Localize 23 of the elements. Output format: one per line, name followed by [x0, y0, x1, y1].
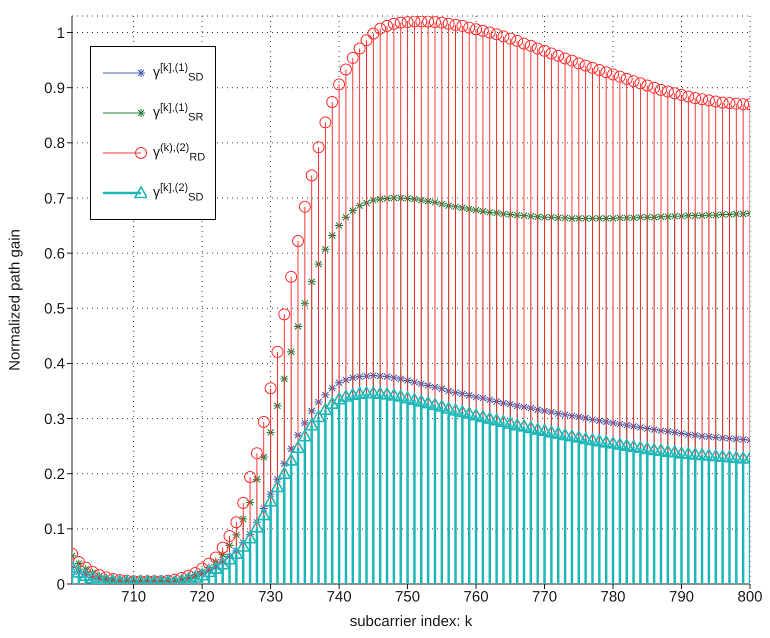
- x-tick-label: 780: [600, 588, 626, 606]
- y-tick-label: 1: [56, 24, 65, 42]
- x-axis-title: subcarrier index: k: [350, 613, 473, 630]
- y-tick-label: 0.8: [44, 135, 65, 152]
- y-tick-label: 0.7: [44, 190, 65, 208]
- y-tick-label: 0.9: [44, 80, 65, 98]
- y-tick-label: 0.3: [44, 410, 65, 428]
- y-tick-label: 0: [56, 576, 65, 594]
- y-tick-label: 0.1: [44, 521, 65, 538]
- y-tick-label: 0.4: [44, 356, 65, 373]
- x-tick-label: 710: [121, 588, 146, 606]
- y-tick-label: 0.2: [44, 466, 65, 484]
- x-tick-label: 790: [669, 588, 694, 606]
- x-tick-label: 760: [464, 588, 489, 606]
- x-tick-label: 770: [532, 588, 558, 606]
- y-axis-title: Normalized path gain: [6, 229, 24, 371]
- x-tick-label: 740: [326, 588, 352, 606]
- x-tick-label: 720: [190, 588, 215, 606]
- x-tick-label: 800: [737, 588, 763, 606]
- y-tick-label: 0.5: [44, 300, 65, 318]
- x-tick-label: 750: [395, 588, 420, 606]
- y-tick-label: 0.6: [44, 245, 65, 262]
- x-tick-label: 730: [258, 588, 284, 606]
